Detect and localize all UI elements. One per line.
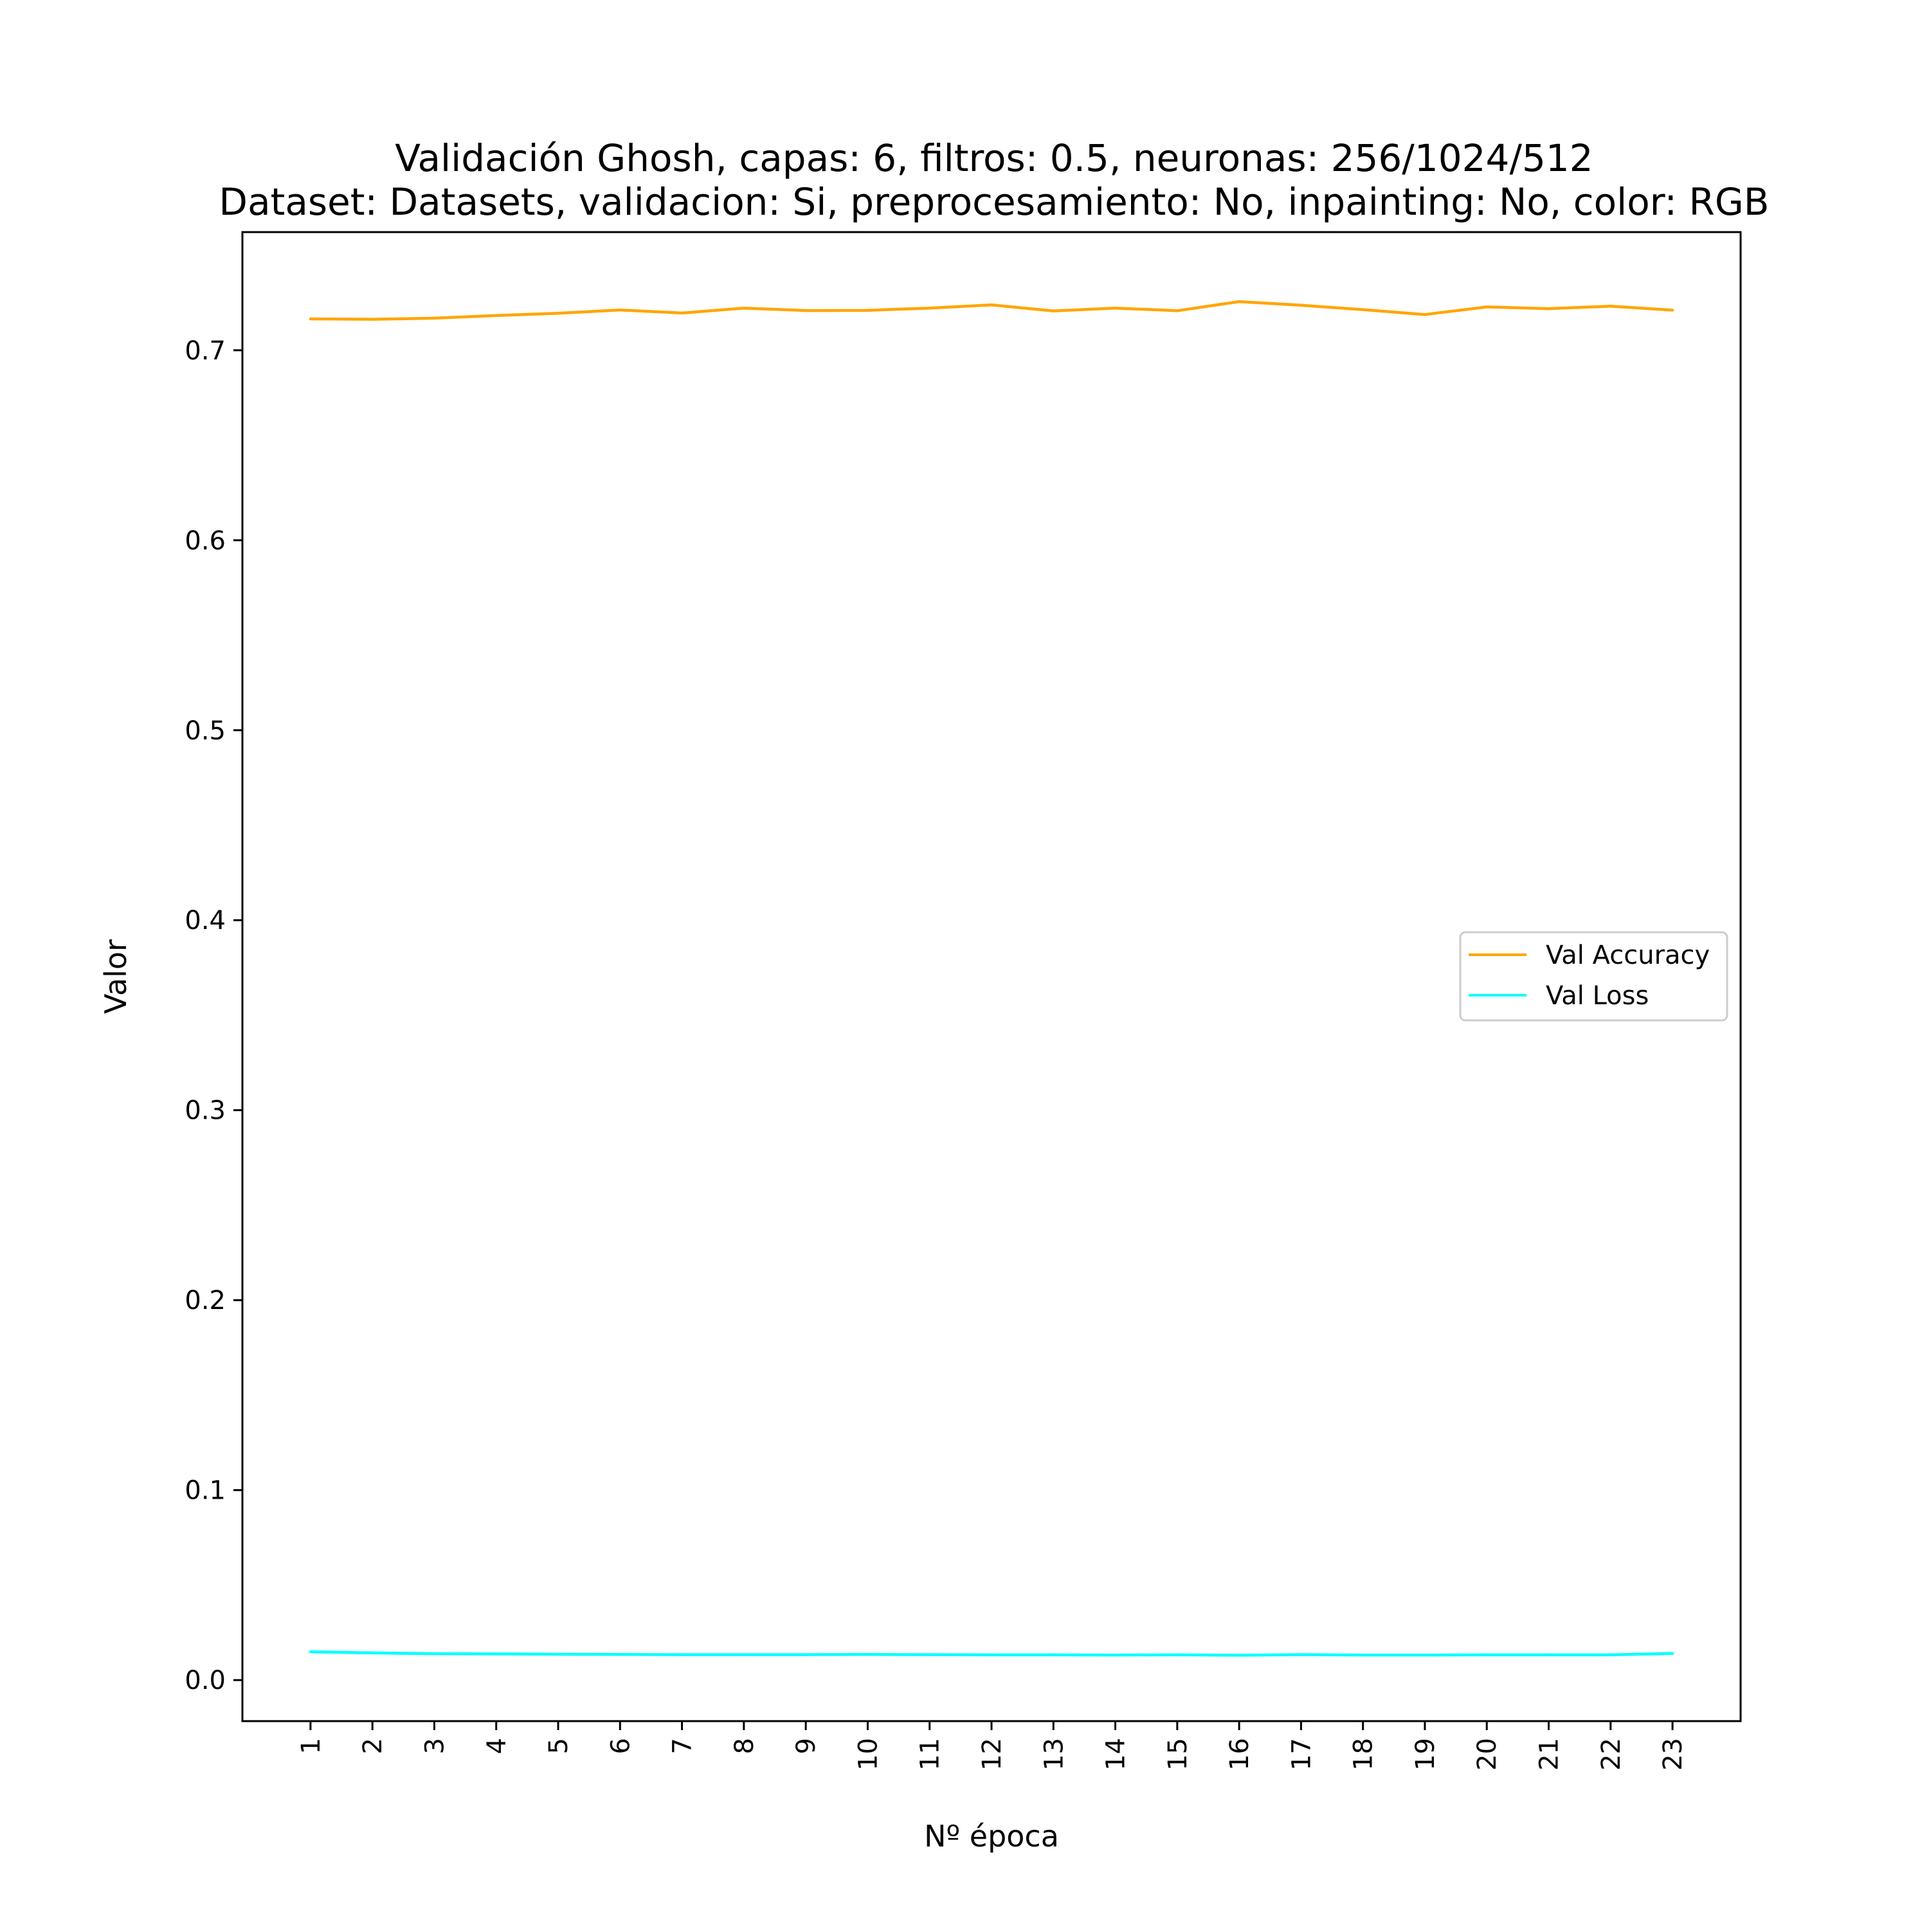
x-tick-label: 11	[916, 1738, 945, 1771]
data-point-val-accuracy	[370, 318, 374, 321]
data-point-val-loss	[742, 1653, 746, 1656]
x-tick-label: 10	[853, 1738, 883, 1771]
data-point-val-loss	[494, 1652, 498, 1656]
x-tick-label: 3	[420, 1738, 449, 1754]
x-tick-label: 17	[1287, 1738, 1316, 1771]
data-point-val-accuracy	[990, 303, 993, 307]
y-tick-label: 0.4	[185, 906, 226, 935]
data-point-val-accuracy	[1485, 305, 1489, 309]
plot-area: 0.00.10.20.30.40.50.60.71 2 3 4 5 6 7 8 9 10 11 12 1…	[185, 300, 1688, 1771]
data-point-val-accuracy	[1671, 309, 1674, 312]
legend-label-val-loss: Val Loss	[1546, 981, 1649, 1011]
y-tick-label: 0.0	[185, 1666, 226, 1695]
chart-title-line-2: Dataset: Datasets, validacion: Si, prepr…	[219, 180, 1769, 224]
y-tick-label: 0.5	[185, 716, 226, 746]
data-point-val-accuracy	[804, 309, 808, 312]
y-tick-label: 0.6	[185, 526, 226, 555]
x-tick-label: 8	[730, 1738, 759, 1754]
x-tick-label: 15	[1163, 1738, 1193, 1771]
x-tick-label: 21	[1535, 1738, 1564, 1771]
data-point-val-accuracy	[1547, 307, 1550, 311]
data-point-val-loss	[680, 1653, 684, 1656]
data-point-val-accuracy	[494, 314, 498, 317]
data-point-val-accuracy	[680, 311, 684, 315]
x-tick-label: 12	[977, 1738, 1007, 1771]
data-point-val-loss	[556, 1652, 560, 1656]
x-tick-label: 9	[792, 1738, 821, 1754]
data-point-val-accuracy	[433, 316, 436, 320]
y-tick-label: 0.1	[185, 1476, 226, 1506]
data-point-val-loss	[1609, 1653, 1613, 1657]
data-point-val-accuracy	[1361, 308, 1364, 311]
x-tick-label: 22	[1597, 1738, 1626, 1771]
x-tick-label: 18	[1349, 1738, 1379, 1771]
plot-frame	[241, 231, 1742, 1722]
data-point-val-accuracy	[556, 311, 560, 315]
data-point-val-accuracy	[1052, 309, 1055, 312]
data-point-val-loss	[433, 1652, 436, 1656]
data-point-val-accuracy	[1175, 309, 1179, 312]
data-point-val-accuracy	[1609, 305, 1613, 308]
data-point-val-accuracy	[742, 306, 746, 310]
legend-box	[1459, 931, 1728, 1022]
legend-label-val-accuracy: Val Accuracy	[1546, 941, 1710, 970]
data-point-val-loss	[1114, 1653, 1117, 1657]
data-point-val-loss	[1485, 1653, 1489, 1657]
x-tick-label: 13	[1039, 1738, 1069, 1771]
data-point-val-loss	[619, 1653, 622, 1656]
data-point-val-loss	[1423, 1653, 1427, 1657]
x-tick-label: 5	[544, 1738, 574, 1754]
x-tick-label: 16	[1225, 1738, 1254, 1771]
data-point-val-accuracy	[928, 306, 931, 310]
data-point-val-accuracy	[1114, 306, 1117, 310]
data-point-val-loss	[804, 1653, 808, 1656]
data-point-val-loss	[1361, 1653, 1364, 1657]
x-tick-label: 2	[358, 1738, 388, 1754]
data-point-val-loss	[1671, 1652, 1674, 1656]
data-point-val-loss	[309, 1650, 312, 1654]
y-tick-label: 0.2	[185, 1286, 226, 1315]
x-axis-label: Nº época	[924, 1819, 1059, 1854]
x-tick-label: 4	[482, 1738, 512, 1754]
data-point-val-accuracy	[619, 308, 622, 312]
data-point-val-accuracy	[1423, 313, 1427, 316]
x-tick-label: 1	[296, 1738, 326, 1754]
x-tick-label: 23	[1658, 1738, 1688, 1771]
data-point-val-loss	[990, 1653, 993, 1657]
x-tick-label: 20	[1472, 1738, 1502, 1771]
data-point-val-loss	[1175, 1653, 1179, 1657]
data-point-val-loss	[1052, 1653, 1055, 1657]
data-point-val-loss	[1237, 1654, 1241, 1657]
data-point-val-loss	[866, 1653, 869, 1656]
data-point-val-loss	[1547, 1653, 1550, 1657]
x-tick-label: 6	[606, 1738, 635, 1754]
data-point-val-accuracy	[1237, 300, 1241, 303]
data-point-val-loss	[370, 1651, 374, 1655]
legend: Val Accuracy Val Loss	[1459, 931, 1728, 1022]
y-tick-label: 0.7	[185, 336, 226, 366]
data-point-val-accuracy	[309, 317, 312, 321]
x-tick-label: 7	[668, 1738, 698, 1754]
y-tick-label: 0.3	[185, 1096, 226, 1126]
y-axis-label: Valor	[98, 939, 133, 1014]
chart-title-line-1: Validación Ghosh, capas: 6, filtros: 0.5…	[395, 136, 1593, 180]
data-point-val-loss	[928, 1653, 931, 1656]
data-point-val-accuracy	[1300, 303, 1303, 307]
data-point-val-accuracy	[866, 309, 869, 312]
x-tick-label: 14	[1101, 1738, 1131, 1771]
data-point-val-loss	[1300, 1653, 1303, 1656]
x-tick-label: 19	[1411, 1738, 1440, 1771]
